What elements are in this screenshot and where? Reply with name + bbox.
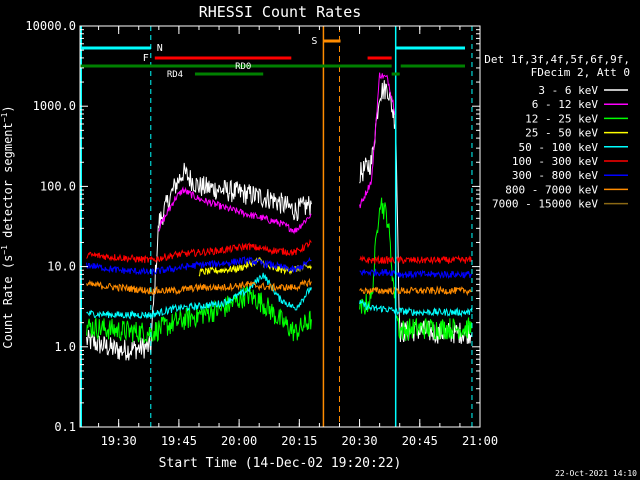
series-line: [359, 299, 473, 318]
series-line: [86, 162, 312, 361]
y-tick-label: 10000.0: [25, 19, 76, 33]
y-axis-label: Count Rate (s−1 detector segment−1): [0, 105, 15, 348]
chart-title: RHESSI Count Rates: [199, 3, 362, 21]
legend-label: 25 - 50 keV: [525, 127, 598, 140]
y-tick-label: 0.1: [54, 420, 76, 434]
series-line: [359, 197, 473, 341]
series-300-800-kev: [86, 256, 473, 280]
series-line: [359, 285, 473, 297]
y-axis: 0.1 1.0 10.0 100.0 1000.0 10000.0: [25, 19, 480, 434]
series-800-7000-kev: [86, 277, 473, 297]
x-tick-label: 20:00: [221, 434, 257, 448]
annotation-layer: N S F RD0 RD4: [80, 26, 473, 427]
legend-label: 6 - 12 keV: [532, 98, 599, 111]
x-tick-label: 19:45: [161, 434, 197, 448]
legend-header: FDecim 2, Att 0: [531, 66, 630, 79]
saa-label: S: [311, 36, 317, 47]
series-line: [86, 256, 312, 276]
rd4-label: RD4: [167, 70, 183, 80]
y-tick-label: 10.0: [47, 260, 76, 274]
legend-label: 100 - 300 keV: [512, 155, 598, 168]
y-tick-label: 1.0: [54, 340, 76, 354]
plot-frame: [79, 25, 481, 428]
x-tick-label: 20:30: [341, 434, 377, 448]
series-line: [86, 239, 312, 264]
series-line: [359, 268, 473, 280]
series-6-12-kev: [158, 72, 396, 235]
legend-label: 50 - 100 keV: [519, 141, 599, 154]
footer-timestamp: 22-Oct-2021 14:10: [555, 469, 637, 478]
y-tick-label: 1000.0: [33, 99, 76, 113]
series-100-300-kev: [86, 239, 473, 265]
x-axis: 19:30 19:45 20:00 20:15 20:30 20:45 21:00: [98, 26, 498, 448]
x-tick-label: 20:45: [402, 434, 438, 448]
series-line: [86, 284, 312, 344]
series-50-100-kev: [86, 272, 473, 320]
x-axis-label: Start Time (14-Dec-02 19:20:22): [159, 456, 402, 471]
series-25-50-kev: [198, 257, 312, 277]
legend-label: 12 - 25 keV: [525, 112, 598, 125]
x-tick-label: 20:15: [281, 434, 317, 448]
series-line: [86, 272, 312, 320]
legend-label: 7000 - 15000 keV: [492, 198, 598, 211]
series-line: [359, 254, 473, 265]
x-tick-label: 19:30: [101, 434, 137, 448]
legend-header: Det 1f,3f,4f,5f,6f,9f,: [484, 53, 630, 66]
legend-label: 800 - 7000 keV: [505, 183, 598, 196]
x-tick-label: 21:00: [462, 434, 498, 448]
night-label: N: [157, 43, 163, 54]
series-12-25-kev: [86, 197, 473, 344]
series-line: [359, 72, 396, 209]
flare-label: F: [143, 53, 149, 64]
legend-label: 3 - 6 keV: [538, 84, 598, 97]
legend-label: 300 - 800 keV: [512, 169, 598, 182]
series-layer: [86, 72, 473, 361]
series-line: [158, 186, 312, 235]
rd0-label: RD0: [235, 62, 251, 72]
series-line: [198, 257, 312, 277]
series-line: [86, 277, 312, 296]
y-tick-label: 100.0: [40, 179, 76, 193]
legend: Det 1f,3f,4f,5f,6f,9f,FDecim 2, Att 0 3 -…: [484, 53, 630, 211]
